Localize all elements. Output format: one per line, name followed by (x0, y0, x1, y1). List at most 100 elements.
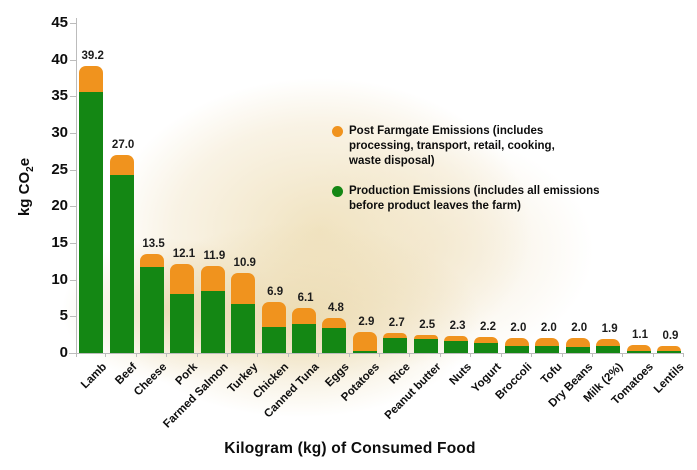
y-tick-label: 35 (51, 87, 68, 105)
bar-segment-post-farmgate (504, 338, 529, 347)
x-tick-mark (227, 353, 229, 357)
bar-group: 2.2 Yogurt (470, 23, 504, 395)
x-tick-mark (591, 353, 593, 357)
bar-group: 4.8 Eggs (319, 23, 352, 389)
x-tick-label: Nuts (447, 361, 474, 388)
stacked-bar (474, 336, 499, 353)
bar-group: 2.0 Broccoli (493, 23, 534, 402)
bar-group: 11.9 Farmed Salmon (161, 23, 230, 431)
bar-value-label: 2.3 (449, 320, 466, 333)
bar-segment-post-farmgate (352, 331, 377, 351)
bar-segment-post-farmgate (383, 333, 408, 338)
bar-value-label: 6.1 (297, 292, 314, 305)
bar-value-label: 4.8 (327, 301, 344, 314)
stacked-bar (626, 344, 651, 353)
stacked-bar (200, 265, 225, 353)
bar-segment-post-farmgate (656, 346, 681, 352)
x-tick-label: Beef (112, 361, 140, 388)
bar-segment-production (140, 267, 165, 353)
x-tick-mark (379, 353, 381, 357)
bar-segment-production (352, 350, 377, 353)
bar-value-label: 12.1 (172, 248, 196, 261)
bar-group: 12.1 Pork (167, 23, 200, 388)
x-tick-mark (166, 353, 168, 357)
production-swatch-icon (332, 186, 343, 197)
stacked-bar (79, 65, 104, 353)
x-tick-mark (531, 353, 533, 357)
y-tick-label: 15 (51, 234, 68, 251)
x-tick-label: Cheese (132, 361, 170, 399)
bar-segment-post-farmgate (596, 339, 621, 346)
x-tick-mark (683, 353, 685, 357)
x-axis-title: Kilogram (kg) of Consumed Food (224, 440, 476, 457)
bar-segment-post-farmgate (200, 265, 225, 291)
bar-segment-production (626, 350, 651, 353)
bar-group: 6.1 Canned Tuna (262, 23, 321, 420)
bar-segment-post-farmgate (109, 155, 134, 175)
bar-segment-production (504, 346, 529, 353)
bar-group: 2.3 Nuts (441, 23, 474, 388)
bar-segment-post-farmgate (535, 338, 560, 346)
stacked-bar (109, 155, 134, 353)
stacked-bar (292, 308, 317, 353)
bar-group: 2.7 Rice (380, 23, 413, 387)
bar-segment-post-farmgate (79, 65, 104, 92)
stacked-bar (656, 346, 681, 353)
bar-segment-production (474, 342, 499, 353)
y-axis-title-subscript: 2 (25, 166, 36, 172)
bar-segment-production (565, 347, 590, 353)
legend-item-label: Post Farmgate Emissions (includes proces… (349, 125, 555, 167)
x-tick-label: Lentils (651, 361, 687, 396)
bar-segment-post-farmgate (261, 302, 286, 328)
bar-value-label: 1.9 (601, 323, 618, 336)
bar-value-label: 2.2 (480, 320, 496, 333)
bar-value-label: 0.9 (662, 330, 679, 343)
bar-value-label: 2.0 (571, 322, 588, 335)
legend-item-production: Production Emissions (includes all emiss… (332, 184, 632, 214)
bar-group: 0.9 Lentils (652, 23, 687, 395)
bar-group: 1.9 Milk (2%) (582, 23, 626, 405)
bar-value-label: 27.0 (111, 139, 135, 151)
stacked-bar (261, 302, 286, 353)
bar-segment-post-farmgate (626, 344, 651, 351)
x-tick-mark (76, 353, 77, 357)
bar-segment-production (596, 345, 621, 353)
stacked-bar (352, 331, 377, 353)
bar-segment-post-farmgate (231, 273, 256, 304)
y-tick-mark (70, 316, 76, 318)
x-tick-mark (135, 353, 137, 357)
stacked-bar (444, 336, 469, 353)
bar-value-label: 2.5 (419, 318, 436, 331)
x-tick-label: Pork (173, 361, 200, 388)
bar-segment-production (170, 293, 195, 353)
stacked-bar (170, 264, 195, 353)
bar-segment-production (444, 341, 469, 353)
x-tick-mark (409, 353, 411, 357)
stacked-bar (383, 333, 408, 353)
bar-segment-post-farmgate (413, 334, 438, 340)
y-tick-label: 25 (51, 160, 68, 178)
y-axis-title: kg CO2e (16, 158, 36, 216)
stacked-bar (565, 338, 590, 353)
bar-value-label: 2.7 (388, 317, 405, 330)
bar-group: 27.0 Beef (106, 23, 139, 387)
x-tick-mark (470, 353, 472, 357)
y-axis-title-text: kg CO (16, 171, 33, 217)
x-tick-mark (500, 353, 502, 357)
y-tick-mark (70, 243, 76, 244)
bar-value-label: 2.0 (510, 322, 527, 335)
y-tick-label: 45 (51, 14, 68, 31)
x-tick-mark (439, 353, 441, 357)
x-tick-mark (318, 353, 320, 357)
bar-segment-post-farmgate (140, 254, 165, 268)
bar-segment-production (231, 303, 256, 353)
y-tick-mark (70, 23, 76, 24)
bar-group: 2.5 Peanut butter (382, 23, 443, 422)
bar-value-label: 13.5 (142, 238, 165, 250)
bar-segment-production (383, 337, 408, 353)
bar-group: 10.9 Turkey (226, 23, 261, 395)
x-tick-label: Canned Tuna (262, 361, 322, 421)
bar-value-label: 2.9 (358, 315, 375, 328)
bar-value-label: 39.2 (81, 49, 104, 62)
